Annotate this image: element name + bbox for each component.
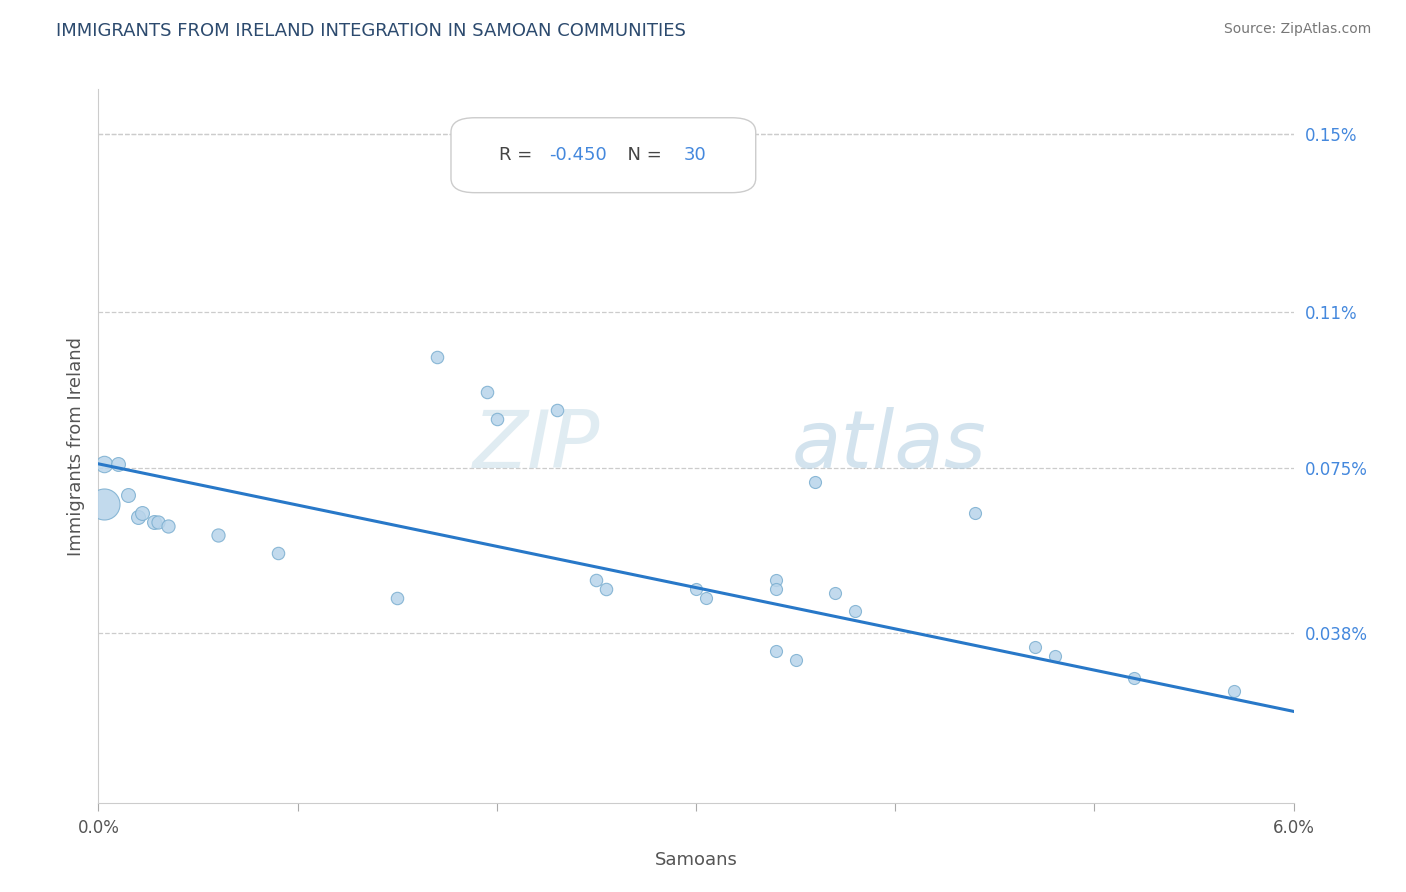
Y-axis label: Immigrants from Ireland: Immigrants from Ireland: [66, 336, 84, 556]
Point: [1024, 640, 1046, 654]
Point: [526, 122, 548, 136]
Text: ZIP: ZIP: [472, 407, 600, 485]
Point: [117, 488, 139, 502]
Text: N =: N =: [616, 146, 668, 164]
Text: Source: ZipAtlas.com: Source: ZipAtlas.com: [1223, 22, 1371, 37]
Text: IMMIGRANTS FROM IRELAND INTEGRATION IN SAMOAN COMMUNITIES: IMMIGRANTS FROM IRELAND INTEGRATION IN S…: [56, 22, 686, 40]
Point: [385, 591, 409, 605]
Point: [546, 403, 568, 417]
Text: atlas: atlas: [792, 407, 987, 485]
Point: [963, 506, 986, 520]
Point: [485, 412, 508, 426]
Point: [475, 385, 498, 400]
Point: [1043, 648, 1066, 663]
Point: [765, 573, 787, 587]
Point: [685, 582, 707, 596]
Point: [107, 457, 129, 471]
Point: [595, 582, 617, 596]
Point: [143, 515, 166, 529]
Point: [844, 604, 866, 618]
Point: [148, 515, 170, 529]
Point: [785, 653, 807, 667]
Point: [157, 519, 180, 533]
FancyBboxPatch shape: [451, 118, 756, 193]
Point: [127, 510, 149, 524]
Point: [267, 546, 290, 560]
Point: [131, 506, 153, 520]
Point: [93, 497, 115, 511]
Text: R =: R =: [499, 146, 537, 164]
Point: [824, 586, 846, 600]
X-axis label: Samoans: Samoans: [655, 851, 737, 870]
Point: [1223, 684, 1246, 698]
Point: [1123, 671, 1146, 685]
Point: [426, 350, 449, 364]
Point: [765, 582, 787, 596]
Point: [804, 475, 827, 489]
Point: [585, 573, 607, 587]
Text: 30: 30: [685, 146, 707, 164]
Point: [207, 528, 229, 542]
Text: -0.450: -0.450: [548, 146, 607, 164]
Point: [695, 591, 717, 605]
Point: [765, 644, 787, 658]
Point: [93, 457, 115, 471]
